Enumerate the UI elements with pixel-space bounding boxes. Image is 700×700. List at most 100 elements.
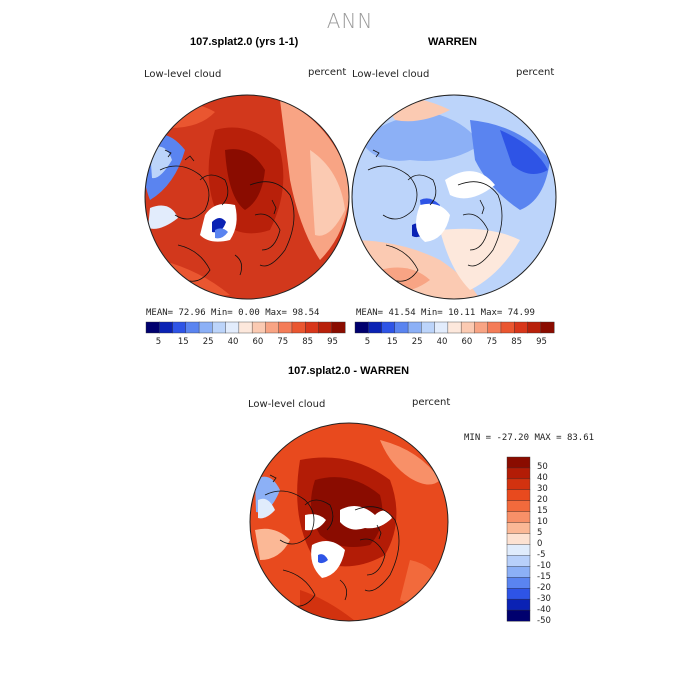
colorbar-tick-label: 0 xyxy=(537,539,543,549)
right-min-value: 10.11 xyxy=(448,308,476,318)
colorbar-tick-label: -15 xyxy=(537,571,551,582)
colorbar-swatch xyxy=(506,555,531,567)
right-stats: MEAN= 41.54 Min= 10.11 Max= 74.99 xyxy=(356,308,535,318)
colorbar-swatch xyxy=(540,321,555,334)
colorbar-swatch xyxy=(527,321,542,334)
colorbar-tick-label: -20 xyxy=(537,582,551,593)
right-max-value: 74.99 xyxy=(507,308,535,318)
right-units-label: percent xyxy=(516,67,555,78)
left-colorbar xyxy=(145,321,346,334)
colorbar-swatch xyxy=(305,321,319,334)
colorbar-swatch xyxy=(318,321,333,334)
colorbar-swatch xyxy=(506,609,531,622)
colorbar-tick-label: 40 xyxy=(537,473,548,484)
colorbar-tick-label: 85 xyxy=(302,337,314,347)
left-panel-title: 107.splat2.0 (yrs 1-1) xyxy=(190,36,299,48)
colorbar-swatch xyxy=(506,598,531,611)
left-units-label: percent xyxy=(308,67,347,78)
colorbar-swatch xyxy=(368,321,383,334)
difference-units-label: percent xyxy=(412,397,451,408)
colorbar-swatch xyxy=(500,321,515,334)
colorbar-tick-label: 40 xyxy=(227,337,239,347)
colorbar-swatch xyxy=(506,511,531,524)
colorbar-swatch xyxy=(331,321,346,334)
right-polar-map xyxy=(351,94,557,300)
right-variable-label: Low-level cloud xyxy=(352,69,430,80)
colorbar-swatch xyxy=(506,566,531,578)
left-min-value: 0.00 xyxy=(238,308,260,318)
colorbar-tick-label: 95 xyxy=(327,337,338,347)
colorbar-swatch xyxy=(434,321,449,334)
colorbar-tick-label: 30 xyxy=(537,484,548,495)
page-title: ANN xyxy=(326,9,374,33)
colorbar-swatch xyxy=(354,321,369,334)
colorbar-tick-label: 25 xyxy=(202,337,214,347)
colorbar-swatch xyxy=(291,321,306,334)
left-max-label: Max= xyxy=(265,308,287,318)
right-min-label: Min= xyxy=(421,308,443,318)
colorbar-swatch xyxy=(514,321,528,334)
left-variable-label: Low-level cloud xyxy=(144,69,222,80)
colorbar-swatch xyxy=(394,321,409,334)
colorbar-swatch xyxy=(212,321,227,334)
difference-stats: MIN = -27.20 MAX = 83.61 xyxy=(464,433,595,443)
right-colorbar xyxy=(354,321,555,334)
right-max-label: Max= xyxy=(480,308,503,318)
colorbar-swatch xyxy=(265,321,280,334)
difference-panel-title: 107.splat2.0 - WARREN xyxy=(288,365,410,377)
colorbar-swatch xyxy=(506,478,531,491)
colorbar-tick-label: 50 xyxy=(537,462,548,473)
colorbar-tick-label: -10 xyxy=(537,560,551,571)
colorbar-tick-label: -50 xyxy=(537,615,551,626)
colorbar-swatch xyxy=(421,321,436,334)
left-polar-map xyxy=(144,94,350,300)
left-mean-label: MEAN= xyxy=(146,308,174,318)
difference-variable-label: Low-level cloud xyxy=(248,399,326,410)
colorbar-tick-label: 25 xyxy=(411,337,423,347)
right-mean-value: 41.54 xyxy=(388,308,416,318)
colorbar-tick-label: 5 xyxy=(364,337,371,347)
colorbar-tick-label: 15 xyxy=(386,337,398,347)
left-max-value: 98.54 xyxy=(292,308,320,318)
colorbar-tick-label: -40 xyxy=(537,604,551,615)
colorbar-swatch xyxy=(198,321,213,334)
colorbar-swatch xyxy=(506,588,531,600)
colorbar-tick-label: 75 xyxy=(277,337,289,347)
colorbar-tick-label: 75 xyxy=(486,337,498,347)
right-mean-label: MEAN= xyxy=(356,308,384,318)
colorbar-tick-label: 5 xyxy=(155,337,162,347)
colorbar-swatch xyxy=(251,321,266,334)
colorbar-tick-label: 5 xyxy=(537,528,543,539)
colorbar-tick-label: 95 xyxy=(536,337,547,347)
colorbar-swatch xyxy=(487,321,502,334)
left-mean-value: 72.96 xyxy=(178,308,206,318)
colorbar-tick-label: 40 xyxy=(436,337,448,347)
colorbar-tick-label: 15 xyxy=(177,337,189,347)
colorbar-swatch xyxy=(460,321,475,334)
colorbar-swatch xyxy=(145,321,160,334)
colorbar-swatch xyxy=(185,321,200,334)
colorbar-swatch xyxy=(506,533,531,545)
colorbar-swatch xyxy=(506,456,531,469)
colorbar-swatch xyxy=(381,321,396,334)
colorbar-tick-label: 60 xyxy=(461,337,473,347)
colorbar-swatch xyxy=(506,544,531,556)
colorbar-swatch xyxy=(447,321,462,334)
colorbar-swatch xyxy=(506,522,531,535)
colorbar-tick-label: 20 xyxy=(537,495,548,506)
colorbar-swatch xyxy=(159,321,174,334)
colorbar-tick-label: -5 xyxy=(537,549,546,560)
left-stats: MEAN= 72.96 Min= 0.00 Max= 98.54 xyxy=(146,308,319,318)
colorbar-tick-label: 10 xyxy=(537,517,548,528)
colorbar-tick-label: 60 xyxy=(252,337,264,347)
colorbar-tick-label: 15 xyxy=(537,506,548,517)
colorbar-swatch xyxy=(238,321,253,334)
difference-colorbar xyxy=(506,456,531,622)
colorbar-swatch xyxy=(225,321,240,334)
colorbar-swatch xyxy=(506,577,531,589)
colorbar-swatch xyxy=(506,467,531,480)
colorbar-swatch xyxy=(506,489,531,502)
colorbar-swatch xyxy=(172,321,187,334)
difference-polar-map xyxy=(249,422,449,622)
